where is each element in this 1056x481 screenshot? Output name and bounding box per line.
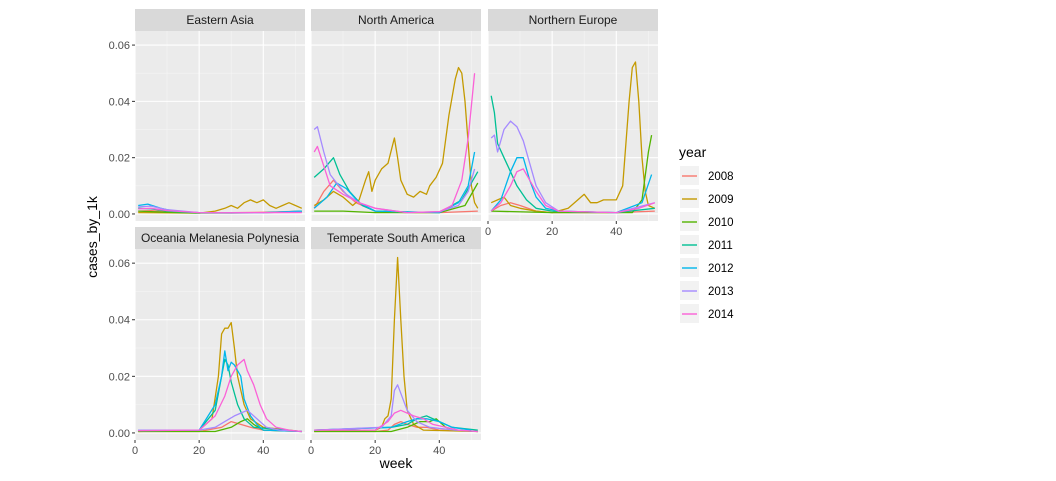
series-line-2009 <box>313 66 479 209</box>
legend-label: 2012 <box>708 263 734 275</box>
series-line-2009 <box>138 199 303 214</box>
panel-strip <box>135 9 305 31</box>
series-line-2014 <box>314 409 478 433</box>
y-tick-label: 0.00 <box>109 209 130 221</box>
legend: year 2008 2009 2010 2011 2012 2013 2014 <box>679 144 734 323</box>
panel-background <box>311 31 481 221</box>
panel-background <box>135 249 305 440</box>
y-tick-label: 0.04 <box>109 96 130 108</box>
legend-title: year <box>679 144 707 160</box>
panel: Temperate South America <box>310 227 481 440</box>
y-tick-label: 0.06 <box>109 40 130 52</box>
panel: Eastern Asia <box>134 9 305 221</box>
x-tick-label: 40 <box>257 445 269 457</box>
legend-label: 2013 <box>708 286 734 298</box>
panel-background <box>135 31 305 221</box>
x-axis-title: week <box>379 455 414 471</box>
y-tick-label: 0.02 <box>109 371 130 383</box>
y-tick-label: 0.04 <box>109 315 130 327</box>
series-line-2013 <box>314 384 478 433</box>
panel-strip <box>135 227 305 249</box>
x-tick-label: 20 <box>193 445 205 457</box>
panel-title: Eastern Asia <box>186 13 254 27</box>
legend-label: 2009 <box>708 194 734 206</box>
series-line-2014 <box>138 358 302 433</box>
panel-strip <box>488 9 658 31</box>
y-tick-label: 0.02 <box>109 153 130 165</box>
x-tick-label: 0 <box>132 445 138 457</box>
x-tick-label: 0 <box>485 226 491 238</box>
panels-layer: Eastern Asia North America Northern Europe… <box>134 9 658 440</box>
x-tick-label: 20 <box>546 226 558 238</box>
series-line-2013 <box>138 409 302 433</box>
legend-label: 2011 <box>708 240 733 252</box>
panel-title: Oceania Melanesia Polynesia <box>141 231 299 245</box>
panel-strip <box>311 9 481 31</box>
x-tick-label: 0 <box>308 445 314 457</box>
panel-title: North America <box>358 13 434 27</box>
series-line-2014 <box>490 168 656 214</box>
series-line-2011 <box>138 358 302 433</box>
series-line-2008 <box>138 420 302 433</box>
panel: North America <box>310 9 481 221</box>
legend-label: 2014 <box>708 309 734 321</box>
panel-title: Northern Europe <box>529 13 618 27</box>
x-tick-label: 20 <box>369 445 381 457</box>
x-tick-label: 40 <box>610 226 622 238</box>
legend-label: 2010 <box>708 217 734 229</box>
series-line-2009 <box>138 321 302 433</box>
y-axis-title: cases_by_1k <box>84 195 100 278</box>
y-tick-label: 0.06 <box>109 258 130 270</box>
legend-label: 2008 <box>708 171 734 183</box>
y-tick-label: 0.00 <box>109 428 130 440</box>
panel-strip <box>311 227 481 249</box>
panel-title: Temperate South America <box>327 231 465 245</box>
panel-background <box>488 31 658 221</box>
series-line-2010 <box>491 134 653 214</box>
axes-layer: 0.00 0.02 0.04 0.06 0 20 40 0.00 0.02 0.04 0.06 0 20… <box>109 40 623 457</box>
series-line-2012 <box>313 151 476 214</box>
series-line-2014 <box>138 207 302 214</box>
x-tick-label: 40 <box>433 445 445 457</box>
series-line-2012 <box>138 350 302 433</box>
panel: Northern Europe <box>487 9 658 221</box>
series-line-2009 <box>490 61 656 214</box>
series-line-2014 <box>313 73 476 214</box>
panel: Oceania Melanesia Polynesia <box>134 227 305 440</box>
